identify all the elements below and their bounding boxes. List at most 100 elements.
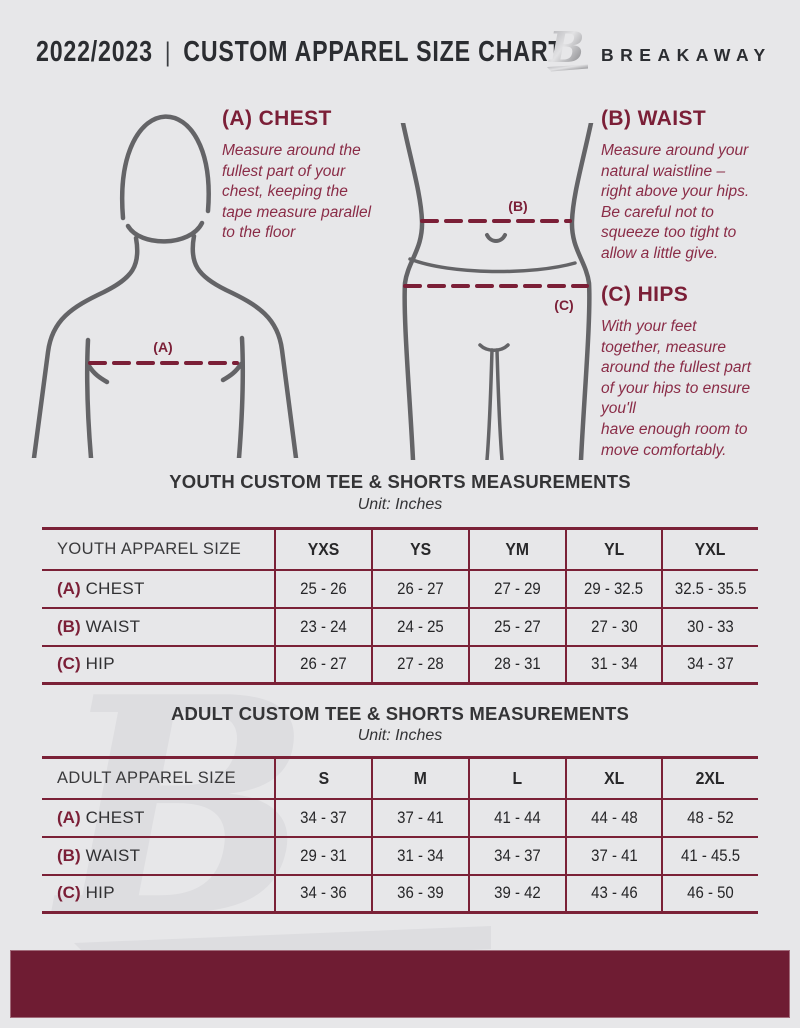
table-cell: 26 - 27 (274, 644, 372, 685)
measurement-value: 26 - 27 (300, 654, 347, 674)
upper-body-figure: (A) (31, 114, 299, 458)
table-row: (A) CHEST 25 - 26 26 - 27 27 - 29 29 - 32… (42, 568, 758, 609)
table-cell: 2XL (661, 756, 758, 800)
table-cell: 31 - 34 (371, 835, 469, 876)
left-inner-arm (84, 337, 94, 458)
table-row: (B) WAIST 23 - 24 24 - 25 25 - 27 27 - 30… (42, 606, 758, 647)
table-cell: ADULT APPAREL SIZE (42, 756, 275, 800)
measurement-value: 34 - 37 (300, 807, 347, 827)
measurement-value: 27 - 29 (494, 578, 541, 598)
size-column-header: S (318, 767, 329, 788)
hips-guide-heading: (C) HIPS (601, 283, 689, 306)
waist-marker-label: (B) (508, 198, 527, 214)
waist-guide-heading: (B) WAIST (601, 107, 707, 130)
measurement-value: 27 - 28 (397, 654, 444, 674)
table-header-row: ADULT APPAREL SIZE S M L XL 2XL (42, 756, 758, 800)
left-hip-outline (400, 123, 425, 460)
table-cell: 32.5 - 35.5 (661, 568, 758, 609)
table-cell: 34 - 37 (274, 797, 372, 838)
table-cell: 34 - 37 (468, 835, 566, 876)
measurement-value: 31 - 34 (397, 845, 444, 865)
table-cell: 30 - 33 (661, 606, 758, 647)
table-cell: 23 - 24 (274, 606, 372, 647)
waist-guide: (B) WAIST Measure around your natural wa… (601, 107, 800, 265)
table-cell: (A) CHEST (42, 797, 275, 838)
chest-guide-heading: (A) CHEST (222, 107, 332, 130)
row-key: (B) (57, 616, 81, 636)
table-cell: (C) HIP (42, 873, 275, 914)
right-shoulder-arm (190, 233, 299, 458)
table-cell: YXL (661, 527, 758, 571)
table-cell: 26 - 27 (371, 568, 469, 609)
measurement-value: 46 - 50 (687, 883, 734, 903)
adult-size-label: ADULT APPAREL SIZE (57, 768, 236, 787)
hips-guide: (C) HIPS With your feet together, measur… (601, 283, 800, 461)
table-row: (C) HIP 26 - 27 27 - 28 28 - 31 31 - 34 3… (42, 644, 758, 685)
row-key: (A) (57, 807, 81, 827)
footer-accent-bar (10, 950, 790, 1018)
lower-body-figure: (B) (C) (400, 123, 594, 460)
chest-guide: (A) CHEST Measure around the fullest par… (222, 107, 422, 244)
measurement-value: 48 - 52 (687, 807, 734, 827)
measurement-value: 29 - 31 (300, 845, 347, 865)
measurement-value: 25 - 27 (494, 616, 541, 636)
table-cell: 28 - 31 (468, 644, 566, 685)
measurement-value: 37 - 41 (590, 845, 638, 865)
table-cell: 27 - 30 (565, 606, 662, 647)
youth-table-unit: Unit: Inches (357, 496, 443, 513)
breakaway-logo-icon: B (547, 24, 588, 72)
size-column-header: YXL (695, 538, 726, 559)
measurement-value: 41 - 45.5 (680, 845, 741, 865)
title-year: 2022/2023 (36, 36, 153, 68)
adult-table-title: ADULT CUSTOM TEE & SHORTS MEASUREMENTS (170, 703, 630, 724)
chest-marker-label: (A) (153, 339, 172, 355)
table-cell: XL (565, 756, 662, 800)
table-row: (C) HIP 34 - 36 36 - 39 39 - 42 43 - 46 4… (42, 873, 758, 914)
measurement-value: 39 - 42 (494, 883, 541, 903)
measurement-value: 41 - 44 (494, 807, 541, 827)
table-cell: YXS (274, 527, 372, 571)
measurement-value: 23 - 24 (300, 616, 347, 636)
measurement-value: 37 - 41 (397, 807, 444, 827)
head-outline (119, 114, 211, 221)
left-inner-thigh (485, 348, 494, 460)
measurement-value: 32.5 - 35.5 (674, 578, 747, 598)
table-cell: 39 - 42 (468, 873, 566, 914)
table-cell: 25 - 26 (274, 568, 372, 609)
measurement-value: 30 - 33 (687, 616, 734, 636)
table-cell: 41 - 44 (468, 797, 566, 838)
measurement-value: 27 - 30 (590, 616, 638, 636)
table-cell: 44 - 48 (565, 797, 662, 838)
row-key: (C) (57, 883, 81, 903)
title-text: CUSTOM APPAREL SIZE CHART (183, 36, 564, 68)
table-cell: L (468, 756, 566, 800)
table-cell: S (274, 756, 372, 800)
table-cell: 29 - 31 (274, 835, 372, 876)
row-key: (C) (57, 654, 81, 674)
table-cell: M (371, 756, 469, 800)
chin-outline (125, 220, 205, 244)
row-label: HIP (85, 654, 115, 674)
table-cell: (C) HIP (42, 644, 275, 685)
table-cell: 25 - 27 (468, 606, 566, 647)
row-label: CHEST (85, 807, 145, 827)
size-column-header: L (512, 767, 523, 788)
page-title: 2022/2023 | CUSTOM APPAREL SIZE CHART (36, 36, 563, 69)
right-inner-thigh (495, 348, 504, 460)
row-label: HIP (85, 883, 115, 903)
size-column-header: 2XL (696, 767, 725, 788)
table-cell: YL (565, 527, 662, 571)
table-cell: 31 - 34 (565, 644, 662, 685)
measurement-value: 28 - 31 (494, 654, 541, 674)
right-armpit-notch (220, 361, 244, 383)
right-hip-outline (569, 123, 594, 460)
table-cell: 27 - 29 (468, 568, 566, 609)
waist-guide-description: Measure around your natural waistline – … (601, 142, 750, 263)
table-cell: 41 - 45.5 (661, 835, 758, 876)
row-key: (B) (57, 845, 81, 865)
youth-size-label: YOUTH APPAREL SIZE (57, 539, 242, 558)
measurement-value: 34 - 37 (494, 845, 541, 865)
size-column-header: YS (409, 538, 432, 559)
table-cell: 36 - 39 (371, 873, 469, 914)
